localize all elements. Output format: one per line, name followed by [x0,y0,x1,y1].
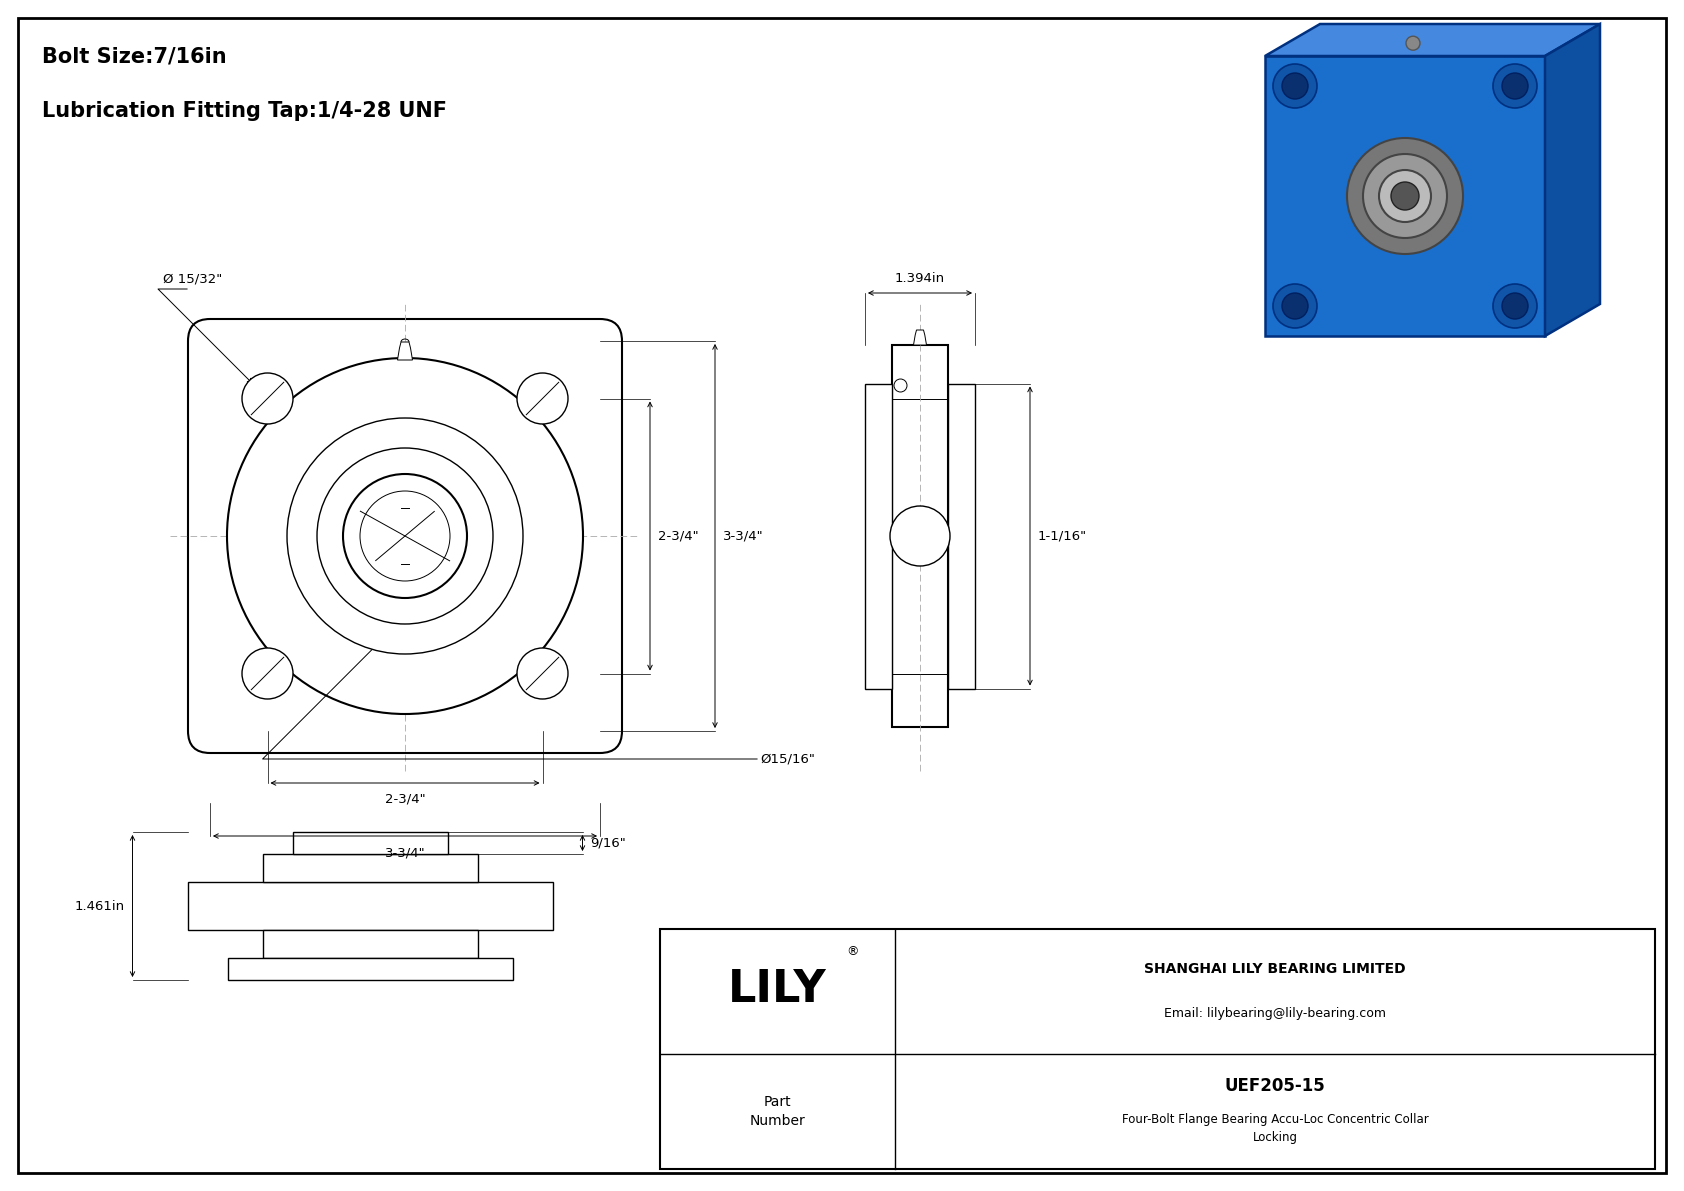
Text: 1-1/16": 1-1/16" [1037,530,1088,542]
Polygon shape [1265,24,1600,56]
Circle shape [1273,64,1317,108]
Circle shape [1502,293,1527,319]
Circle shape [1282,293,1308,319]
Circle shape [344,474,466,598]
Bar [263,930,478,958]
Text: 3-3/4": 3-3/4" [384,846,426,859]
Circle shape [1362,154,1447,238]
Text: Email: lilybearing@lily-bearing.com: Email: lilybearing@lily-bearing.com [1164,1008,1386,1021]
Text: 3-3/4": 3-3/4" [722,530,763,542]
Text: Ø15/16": Ø15/16" [759,753,815,766]
Text: 2-3/4": 2-3/4" [384,793,426,806]
Circle shape [1406,36,1420,50]
Text: 9/16": 9/16" [591,836,626,849]
Polygon shape [1544,24,1600,336]
Text: Four-Bolt Flange Bearing Accu-Loc Concentric Collar
Locking: Four-Bolt Flange Bearing Accu-Loc Concen… [1122,1114,1428,1145]
Polygon shape [397,342,413,360]
Circle shape [1391,182,1420,210]
Circle shape [317,448,493,624]
Bar [660,929,1655,1170]
Text: ®: ® [847,944,859,958]
Circle shape [360,491,450,581]
Polygon shape [1265,56,1544,336]
Circle shape [1347,138,1463,254]
Circle shape [517,648,568,699]
Circle shape [242,373,293,424]
Circle shape [1273,283,1317,328]
Circle shape [517,373,568,424]
Text: UEF205-15: UEF205-15 [1224,1077,1325,1096]
Text: 2-3/4": 2-3/4" [658,530,699,542]
Text: Part
Number: Part Number [749,1096,805,1128]
Text: 1.394in: 1.394in [894,272,945,285]
Circle shape [286,418,524,654]
Bar [866,384,893,688]
Text: SHANGHAI LILY BEARING LIMITED: SHANGHAI LILY BEARING LIMITED [1143,962,1406,975]
Circle shape [1379,170,1431,222]
Text: Bolt Size:7/16in: Bolt Size:7/16in [42,46,227,66]
Bar [948,384,975,688]
Circle shape [1494,283,1537,328]
Bar [187,883,552,930]
Bar [1170,31,1640,361]
Bar [227,958,512,980]
Circle shape [891,506,950,566]
Text: 1.461in: 1.461in [74,899,125,912]
Circle shape [242,648,293,699]
Text: Lubrication Fitting Tap:1/4-28 UNF: Lubrication Fitting Tap:1/4-28 UNF [42,101,446,121]
FancyBboxPatch shape [189,319,621,753]
Text: Ø 15/32": Ø 15/32" [163,273,222,286]
Bar [893,345,948,727]
Circle shape [227,358,583,713]
Circle shape [1502,73,1527,99]
Polygon shape [913,330,926,345]
Bar [263,854,478,883]
Circle shape [894,379,908,392]
Circle shape [1282,73,1308,99]
Bar [293,833,448,854]
Circle shape [1494,64,1537,108]
Text: LILY: LILY [727,967,827,1010]
